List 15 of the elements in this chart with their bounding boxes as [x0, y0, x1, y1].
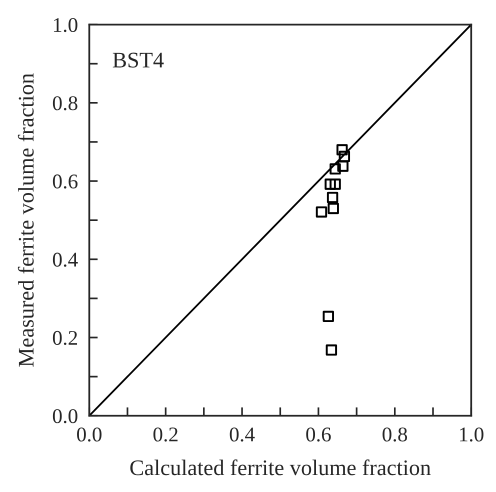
x-tick-label: 0.6 [306, 427, 331, 442]
x-tick-label: 1.0 [460, 427, 484, 442]
x-tick-label: 0.8 [382, 427, 408, 442]
x-axis-title: Calculated ferrite volume fraction [130, 459, 431, 476]
y-tick-label: 0.6 [52, 174, 78, 189]
y-axis-title: Measured ferrite volume fraction [18, 73, 34, 367]
annotation: BST4 [112, 52, 164, 68]
y-tick-label: 0.8 [52, 96, 78, 110]
y-tick-label: 0.0 [52, 409, 78, 424]
y-tick-label: 1.0 [54, 18, 78, 32]
y-tick-label: 0.2 [52, 330, 78, 346]
x-tick-label: 0.4 [230, 427, 255, 442]
x-tick-label: 0.2 [153, 427, 178, 442]
x-tick-label: 0.0 [77, 427, 102, 442]
y-tick-label: 0.4 [52, 252, 78, 267]
